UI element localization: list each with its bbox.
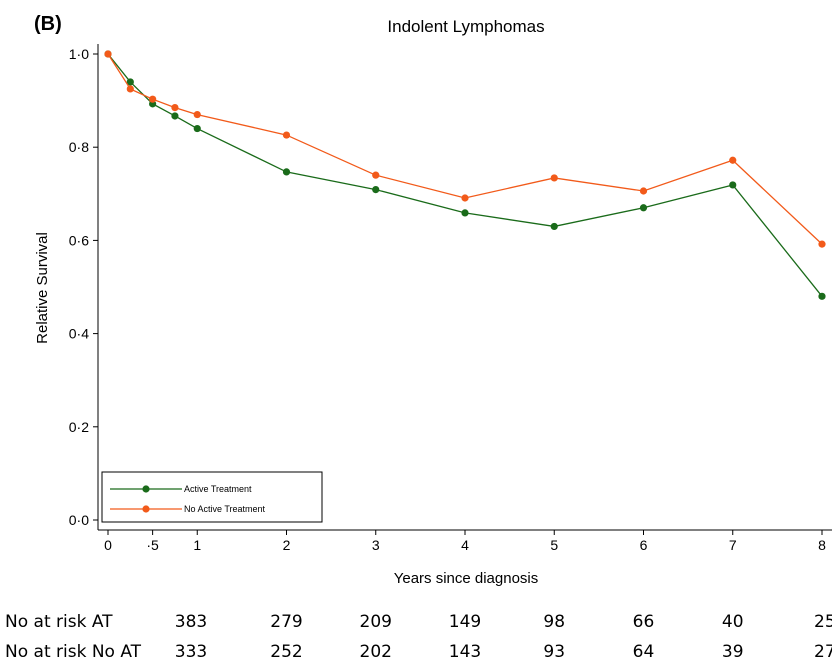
legend-box: [101, 471, 323, 523]
at-risk-value: 64: [633, 642, 655, 662]
legend-entry-label: No Active Treatment: [184, 504, 266, 514]
x-tick-label: 3: [372, 537, 380, 553]
x-tick-label: 0: [104, 537, 112, 553]
y-tick-label: 0·2: [69, 419, 89, 435]
y-axis-label: Relative Survival: [34, 232, 51, 344]
x-tick-label: 5: [550, 537, 558, 553]
at-risk-value: 252: [270, 642, 302, 662]
y-tick-label: 0·8: [69, 139, 89, 155]
legend-swatch-marker: [142, 505, 150, 513]
series-line-1: [107, 53, 823, 245]
series-1-point: [104, 50, 112, 58]
legend-swatch-marker: [142, 485, 150, 493]
series-0-point: [550, 222, 558, 231]
series-1-point: [372, 171, 380, 179]
series-1-point: [171, 103, 179, 112]
y-tick-label: 0·4: [69, 326, 89, 342]
series-1-point: [282, 131, 291, 139]
at-risk-value: 209: [360, 612, 392, 632]
at-risk-value: 25: [814, 612, 832, 632]
x-tick-label: 8: [818, 537, 826, 553]
at-risk-row-label: No at risk AT: [5, 612, 113, 632]
panel-label: (B): [34, 13, 62, 35]
x-tick-label: ·5: [146, 537, 159, 553]
y-tick-label: 0·6: [69, 232, 89, 248]
series-1-point: [639, 187, 648, 195]
at-risk-row-label: No at risk No AT: [5, 642, 142, 662]
x-tick-label: 7: [729, 537, 737, 553]
x-tick-label: 4: [461, 537, 469, 553]
legend: Active Treatment No Active Treatment: [101, 471, 323, 523]
series-1-point: [149, 95, 157, 103]
series-0-point: [282, 168, 291, 176]
at-risk-value: 98: [543, 612, 565, 632]
series-line-0: [107, 53, 823, 297]
series-0-point: [461, 209, 469, 217]
at-risk-table: No at risk AT 383 279 209 149 98 66 40 25 No at r…: [5, 612, 832, 662]
series-1-point: [461, 194, 469, 202]
x-tick-label: 6: [640, 537, 648, 553]
series-1-point: [818, 240, 826, 248]
at-risk-value: 279: [270, 612, 302, 632]
x-tick-label: 2: [283, 537, 291, 553]
at-risk-value: 333: [175, 642, 207, 662]
at-risk-value: 66: [633, 612, 655, 632]
at-risk-value: 149: [449, 612, 481, 632]
x-axis-label: Years since diagnosis: [394, 570, 539, 587]
series-0-point: [126, 78, 134, 86]
y-tick-label: 1·0: [69, 46, 89, 62]
series-1-point: [729, 156, 737, 164]
series-0-point: [372, 186, 380, 194]
series-1-point: [550, 174, 558, 182]
series-0-point: [729, 181, 737, 189]
at-risk-value: 40: [722, 612, 744, 632]
series-0-point: [818, 292, 826, 300]
legend-entry-label: Active Treatment: [184, 484, 252, 494]
plot-area: 0·0 0·2 0·4 0·6 0·8 1·0 0 ·5 1 2 3 4 5 6 7 8: [69, 44, 832, 553]
series-0-point: [193, 124, 201, 133]
series-0-point: [639, 204, 648, 212]
series-1-point: [126, 85, 134, 93]
at-risk-value: 93: [543, 642, 565, 662]
at-risk-value: 143: [449, 642, 481, 662]
series-0-point: [171, 112, 179, 120]
series-1-point: [193, 110, 201, 119]
y-tick-label: 0·0: [69, 512, 89, 528]
at-risk-value: 202: [360, 642, 392, 662]
at-risk-value: 39: [722, 642, 744, 662]
chart-title: Indolent Lymphomas: [387, 17, 544, 36]
at-risk-value: 27: [814, 642, 832, 662]
x-tick-label: 1: [193, 537, 201, 553]
at-risk-value: 383: [175, 612, 207, 632]
